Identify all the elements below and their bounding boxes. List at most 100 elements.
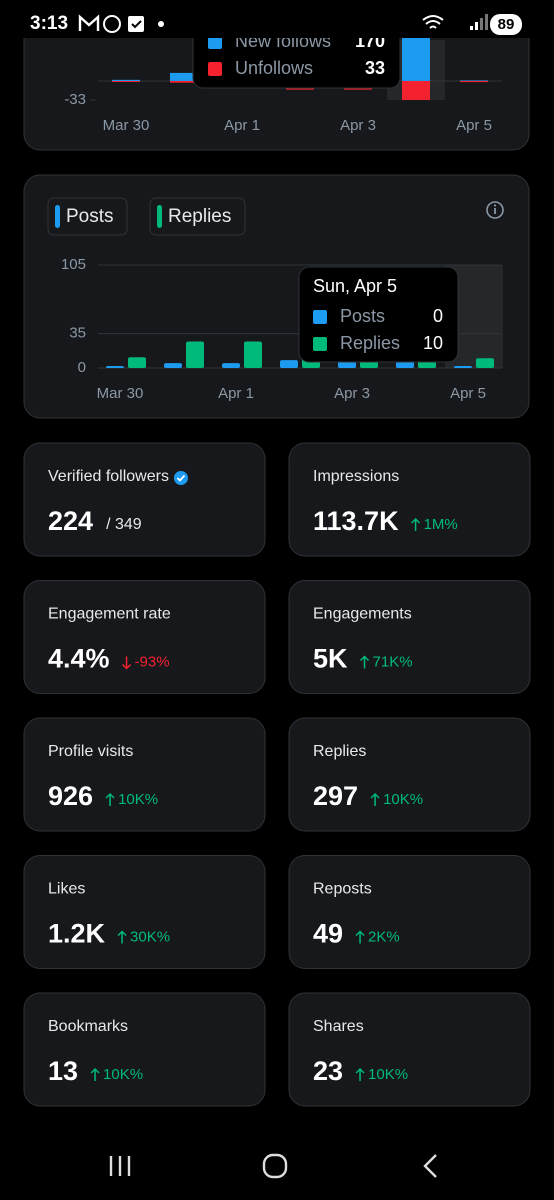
stat-label: Profile visits — [48, 743, 133, 760]
y-tick-label: 0 — [78, 359, 86, 376]
signal-bar — [470, 26, 473, 30]
stat-card — [23, 717, 266, 832]
x-tick-label: Apr 1 — [224, 117, 260, 134]
bar — [186, 341, 204, 368]
stat-change: -93% — [135, 653, 170, 670]
stat-label: Impressions — [313, 468, 399, 485]
legend-swatch — [313, 310, 327, 324]
signal-bar — [475, 22, 478, 30]
tooltip-value: 10 — [423, 333, 443, 353]
whatsapp-icon — [103, 15, 121, 33]
bar — [476, 358, 494, 368]
arrow-up — [370, 792, 380, 806]
stat-label: Replies — [313, 743, 366, 760]
verified-check — [176, 474, 186, 482]
info-icon[interactable] — [486, 201, 504, 219]
more-dot — [158, 21, 164, 27]
legend-label: Posts — [66, 206, 114, 227]
stat-label: Reposts — [313, 881, 372, 898]
stat-card — [23, 442, 266, 557]
bar — [112, 80, 140, 82]
tooltip-series-name: Replies — [340, 333, 400, 353]
signal-bar — [480, 18, 483, 30]
app-icon — [128, 16, 144, 32]
bar — [338, 361, 356, 368]
stat-change: 71K% — [373, 653, 413, 670]
stat-card — [288, 717, 531, 832]
stat-change: 10K% — [103, 1066, 143, 1083]
stat-change: 10K% — [118, 791, 158, 808]
stat-label: Verified followers — [48, 468, 169, 485]
stat-label: Engagement rate — [48, 606, 171, 623]
legend-swatch — [313, 337, 327, 351]
arrow-up — [90, 1067, 100, 1081]
x-tick-label: Apr 3 — [334, 385, 370, 402]
x-tick-label: Apr 1 — [218, 385, 254, 402]
x-tick-label: Apr 3 — [340, 117, 376, 134]
stat-card — [288, 855, 531, 969]
tooltip — [298, 266, 459, 363]
wifi-icon — [422, 15, 444, 29]
bar — [460, 80, 488, 82]
bar — [112, 79, 140, 81]
stat-change: 30K% — [130, 928, 170, 945]
arrow-up — [359, 655, 370, 669]
arrow-up — [117, 930, 127, 944]
bar — [396, 361, 414, 368]
status-time: 3:13 — [30, 13, 68, 34]
x-tick-label: Apr 5 — [456, 117, 492, 134]
legend-swatch — [55, 205, 60, 228]
tooltip-value: 33 — [365, 58, 385, 78]
y-tick-label: -33 — [64, 91, 86, 108]
app-icon-check — [131, 20, 142, 29]
stat-label: Shares — [313, 1018, 364, 1035]
stat-change: 2K% — [368, 928, 400, 945]
stat-total: / 349 — [106, 516, 142, 533]
tooltip-value: 0 — [433, 306, 443, 326]
legend-swatch — [208, 35, 222, 49]
x-tick-label: Mar 30 — [97, 385, 144, 402]
arrow-up — [105, 792, 115, 806]
bar — [454, 366, 472, 368]
verified-badge — [173, 471, 188, 485]
stat-card — [288, 580, 531, 694]
nav-back[interactable] — [423, 1154, 437, 1178]
legend-chip[interactable] — [47, 197, 128, 236]
arrow-up — [355, 930, 365, 944]
x-tick-label: Apr 5 — [450, 385, 486, 402]
signal-bar — [485, 14, 488, 30]
stat-change: 10K% — [368, 1066, 408, 1083]
arrow-up — [355, 1067, 365, 1081]
tooltip-title: Sun, Apr 5 — [313, 276, 397, 296]
stat-change: 10K% — [383, 791, 423, 808]
stat-value: 4.4% — [48, 644, 110, 674]
stat-value: 926 — [48, 781, 93, 811]
legend-chip[interactable] — [149, 197, 246, 236]
bar — [244, 341, 262, 368]
stat-value: 5K — [313, 644, 348, 674]
stat-label: Engagements — [313, 606, 412, 623]
stat-card — [288, 992, 531, 1107]
bar — [170, 80, 198, 83]
stat-card — [23, 580, 266, 694]
legend-swatch — [208, 62, 222, 76]
stat-value: 13 — [48, 1056, 78, 1086]
bar — [222, 363, 240, 368]
arrow-down — [122, 656, 132, 670]
stat-card — [23, 855, 266, 969]
info-icon-dot — [493, 204, 497, 207]
stat-label: Bookmarks — [48, 1018, 128, 1035]
battery-icon — [490, 14, 522, 35]
legend-swatch — [157, 205, 162, 228]
tooltip-series-name: Unfollows — [235, 58, 313, 78]
bar — [128, 357, 146, 368]
nav-home[interactable] — [262, 1153, 288, 1179]
stat-value: 113.7K — [313, 506, 399, 536]
stat-value: 1.2K — [48, 919, 106, 949]
stat-value: 224 — [48, 506, 93, 536]
bar — [170, 72, 198, 81]
status-bar — [0, 0, 554, 38]
